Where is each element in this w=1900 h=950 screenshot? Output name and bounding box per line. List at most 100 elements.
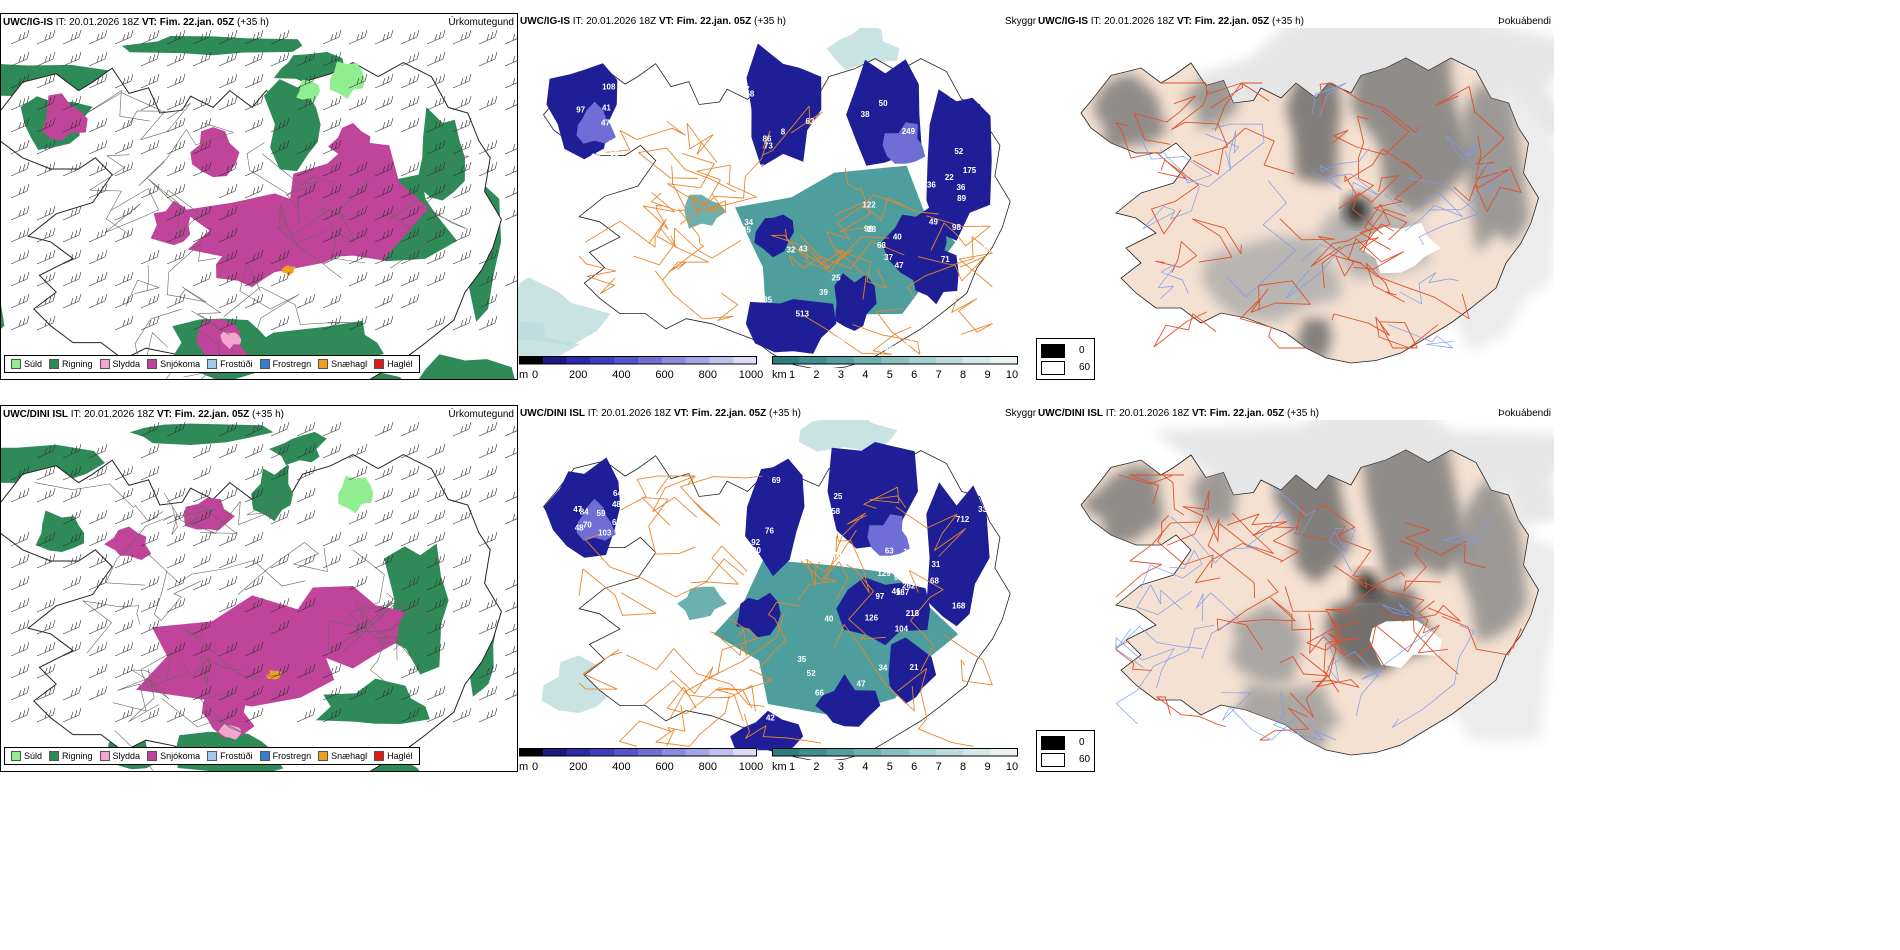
cloud-base-label: 25 [832,274,841,283]
wind-barb [114,465,134,481]
wind-barb [348,227,368,243]
colorbar-bin [881,748,910,756]
wind-barb [244,117,264,133]
colorbar-unit: km [772,761,787,773]
parameter-label: Úrkomutegund [448,409,514,420]
wind-barb [504,275,517,287]
wind-barb [374,531,394,547]
snow-area [280,586,405,669]
wind-barb [10,205,30,221]
wind-barb [400,29,420,45]
wind-barb [10,707,30,723]
wind-barb [322,707,342,723]
wind-barb [426,183,446,199]
wind-barb [270,509,290,525]
wind-barb [36,249,56,265]
road-line [806,529,857,587]
wind-barb [114,487,134,503]
wind-barb [504,601,517,613]
wind-barbs [10,421,517,723]
snow-area [201,688,255,739]
road-line [835,531,870,594]
cloud-base-label: 64 [808,554,817,563]
wind-barb [114,315,134,331]
wind-barb [322,161,342,177]
road-line [82,600,141,654]
colorbar-tick-label: 3 [837,761,844,773]
road-line [171,507,216,535]
snow-area [150,200,191,246]
fog-panel-top: UWC/IG-IS IT: 20.01.2026 18Z VT: Fim. 22… [1036,13,1554,380]
wind-barb [400,685,420,701]
snow-area [104,526,152,560]
wind-barb [114,73,134,89]
colorbar-tick-label: 4 [862,761,869,773]
wind-barb [62,465,82,481]
cloud-base-label: 64 [613,489,622,498]
wind-barb [270,465,290,481]
wind-barb [88,465,108,481]
road-line [654,270,739,321]
wind-barb [192,509,212,525]
haze-area [518,321,580,364]
wind-barb [400,161,420,177]
wind-barb [10,73,30,89]
wind-barb [348,553,368,569]
wind-barb [244,531,264,547]
wind-barb [244,249,264,265]
colorbar-bin [661,748,687,756]
colorbar-tick-label: 600 [655,369,674,381]
wind-barb [374,685,394,701]
wind-barb [452,421,472,437]
low-cloud-area [815,674,881,727]
wind-barb [270,271,290,287]
wind-barb [36,707,56,723]
cloud-base-label: 108 [602,82,616,91]
wind-barb [218,29,238,45]
wind-barb [452,487,472,503]
cloud-base-label: 68 [624,87,633,96]
wind-barb [504,209,517,221]
wind-barb [10,531,30,547]
wind-barb [400,271,420,287]
wind-barb [10,597,30,613]
wind-barb [426,575,446,591]
wind-barb [348,575,368,591]
wind-barb [270,443,290,459]
cloud-base-label: 35 [763,295,772,304]
road-line [1382,604,1461,622]
wind-barb [88,183,108,199]
legend-label: Snæhagl [331,751,368,761]
wind-barb [192,271,212,287]
cloud-base-label: 59 [597,509,606,518]
river-network [1138,82,1509,349]
cloud-base-label: 36 [927,180,936,189]
cloud-base-label: 22 [945,173,954,182]
wind-barb [88,161,108,177]
road-line [833,197,939,221]
colorbar-tick-label: 1 [788,369,796,381]
road-line [619,705,686,747]
fog-area [1181,68,1238,129]
cloud-base-label: 58 [745,90,754,99]
wind-barb [140,509,160,525]
wind-barb [140,641,160,657]
wind-barb [374,293,394,309]
legend-item: Snæhagl [318,751,367,761]
road-line [1338,115,1375,209]
wind-barb [504,165,517,177]
legend-label: Rigning [62,359,93,369]
fog-legend-row: 0 [1041,734,1090,751]
road-line [1428,162,1509,211]
wind-barb [296,663,316,679]
road-line [1157,263,1189,299]
wind-barb [478,139,498,155]
legend-item: Slydda [99,359,140,369]
cloud-base-label: 188 [903,548,917,557]
low-cloud-area [867,514,910,556]
wind-barb [270,315,290,331]
road-line [1405,522,1486,569]
wind-barb [192,117,212,133]
wind-barb [36,227,56,243]
wind-barb [140,73,160,89]
